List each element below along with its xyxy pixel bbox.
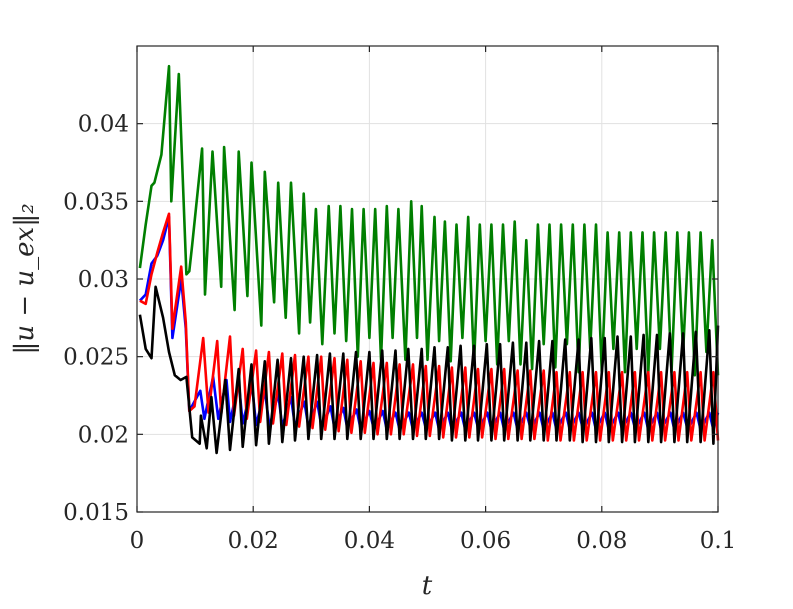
x-axis: 0 0.02 0.04 0.06 0.08 0.1 <box>130 46 737 554</box>
x-tick-label: 0.1 <box>700 528 737 554</box>
y-tick-label: 0.02 <box>78 422 129 448</box>
y-axis-label: ‖u − u_ex‖₂ <box>10 203 40 354</box>
y-tick-label: 0.015 <box>63 500 129 526</box>
y-axis: 0.015 0.02 0.025 0.03 0.035 0.04 <box>63 112 718 526</box>
series-green-line <box>138 64 720 377</box>
y-tick-label: 0.04 <box>78 112 129 138</box>
x-tick-label: 0.04 <box>344 528 395 554</box>
y-tick-label: 0.03 <box>78 267 129 293</box>
x-tick-label: 0.08 <box>576 528 627 554</box>
x-axis-label: t <box>422 571 433 601</box>
x-tick-label: 0 <box>130 528 145 554</box>
x-tick-label: 0.02 <box>228 528 279 554</box>
series-black-line <box>138 285 720 455</box>
x-tick-label: 0.06 <box>460 528 511 554</box>
y-tick-label: 0.035 <box>63 189 129 215</box>
series-red-line <box>139 212 720 442</box>
series-layer <box>138 64 720 455</box>
y-tick-label: 0.025 <box>63 345 129 371</box>
